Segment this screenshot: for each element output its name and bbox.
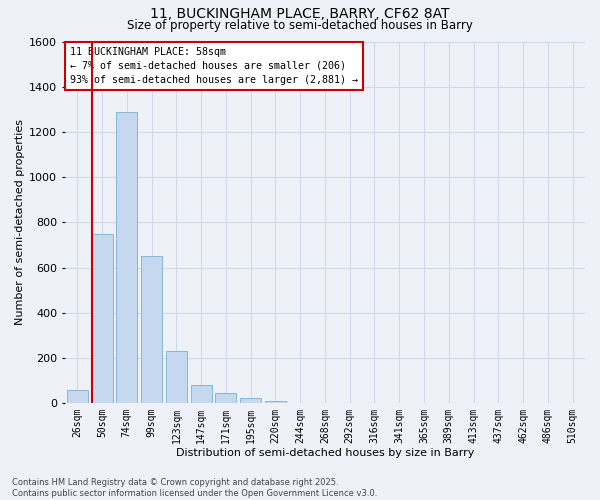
Bar <box>191 385 212 403</box>
Bar <box>92 234 113 403</box>
Text: 11 BUCKINGHAM PLACE: 58sqm
← 7% of semi-detached houses are smaller (206)
93% of: 11 BUCKINGHAM PLACE: 58sqm ← 7% of semi-… <box>70 47 358 85</box>
Bar <box>141 256 162 403</box>
Text: Size of property relative to semi-detached houses in Barry: Size of property relative to semi-detach… <box>127 18 473 32</box>
Bar <box>67 390 88 403</box>
Bar <box>215 393 236 403</box>
Bar <box>265 401 286 403</box>
X-axis label: Distribution of semi-detached houses by size in Barry: Distribution of semi-detached houses by … <box>176 448 474 458</box>
Bar <box>116 112 137 403</box>
Text: Contains HM Land Registry data © Crown copyright and database right 2025.
Contai: Contains HM Land Registry data © Crown c… <box>12 478 377 498</box>
Bar <box>240 398 261 403</box>
Text: 11, BUCKINGHAM PLACE, BARRY, CF62 8AT: 11, BUCKINGHAM PLACE, BARRY, CF62 8AT <box>150 8 450 22</box>
Y-axis label: Number of semi-detached properties: Number of semi-detached properties <box>15 120 25 326</box>
Bar <box>166 351 187 403</box>
